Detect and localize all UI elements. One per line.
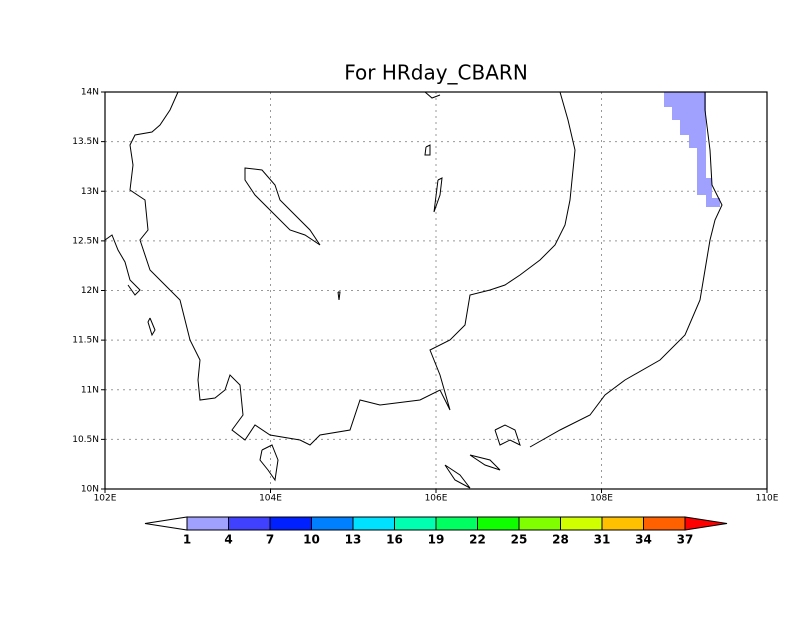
x-tick-label: 102E — [94, 494, 117, 504]
colorbar-box — [394, 516, 437, 531]
x-tick-label: 110E — [756, 494, 779, 504]
island — [337, 291, 341, 301]
coastlines — [104, 91, 723, 489]
y-tick-label: 13.5N — [72, 137, 99, 147]
lake — [244, 167, 321, 246]
colorbar-label: 19 — [428, 533, 445, 547]
y-tick-label: 10N — [81, 485, 99, 495]
colorbar-box — [186, 516, 229, 531]
colorbar-label: 13 — [345, 533, 362, 547]
colorbar-label: 34 — [635, 533, 652, 547]
colorbar-box — [518, 516, 561, 531]
colorbar-label: 25 — [511, 533, 528, 547]
island — [433, 177, 443, 213]
colorbar-label: 10 — [303, 533, 320, 547]
coastline — [529, 92, 723, 448]
colorbar-box — [228, 516, 271, 531]
y-tick-label: 12.5N — [72, 236, 99, 246]
colorbar-arrow — [684, 516, 728, 531]
delta — [494, 424, 521, 446]
colorbar-label: 28 — [552, 533, 569, 547]
x-tick-label: 106E — [425, 494, 448, 504]
y-tick-label: 14N — [81, 88, 99, 98]
coastline — [424, 91, 441, 99]
colorbar-label: 22 — [469, 533, 486, 547]
colorbar-label: 1 — [183, 533, 191, 547]
island — [259, 444, 279, 482]
island — [147, 317, 156, 337]
colorbar-label: 4 — [224, 533, 232, 547]
colorbar-box — [311, 516, 354, 531]
colorbar-box — [435, 516, 478, 531]
colorbar-label: 7 — [266, 533, 274, 547]
x-tick-label: 108E — [590, 494, 613, 504]
y-tick-label: 12N — [81, 286, 99, 296]
colorbar-box — [601, 516, 644, 531]
colorbar-box — [643, 516, 686, 531]
delta — [444, 464, 471, 489]
colorbar: 1 4 7 10 13 16 19 22 25 28 31 34 37 — [144, 516, 728, 547]
y-tick-label: 10.5N — [72, 435, 99, 445]
island — [424, 144, 431, 156]
y-tick-label: 11N — [81, 385, 99, 395]
x-tick-label: 104E — [259, 494, 282, 504]
coastline — [129, 91, 576, 446]
colorbar-box — [560, 516, 603, 531]
coastline — [104, 234, 141, 296]
delta — [469, 454, 501, 471]
colorbar-label: 37 — [677, 533, 694, 547]
y-tick-label: 11.5N — [72, 336, 99, 346]
colorbar-label: 31 — [594, 533, 611, 547]
colorbar-box — [477, 516, 520, 531]
colorbar-box — [269, 516, 312, 531]
colorbar-box — [352, 516, 395, 531]
map-title: For HRday_CBARN — [344, 61, 528, 85]
y-tick-label: 13N — [81, 187, 99, 197]
colorbar-label: 16 — [386, 533, 403, 547]
